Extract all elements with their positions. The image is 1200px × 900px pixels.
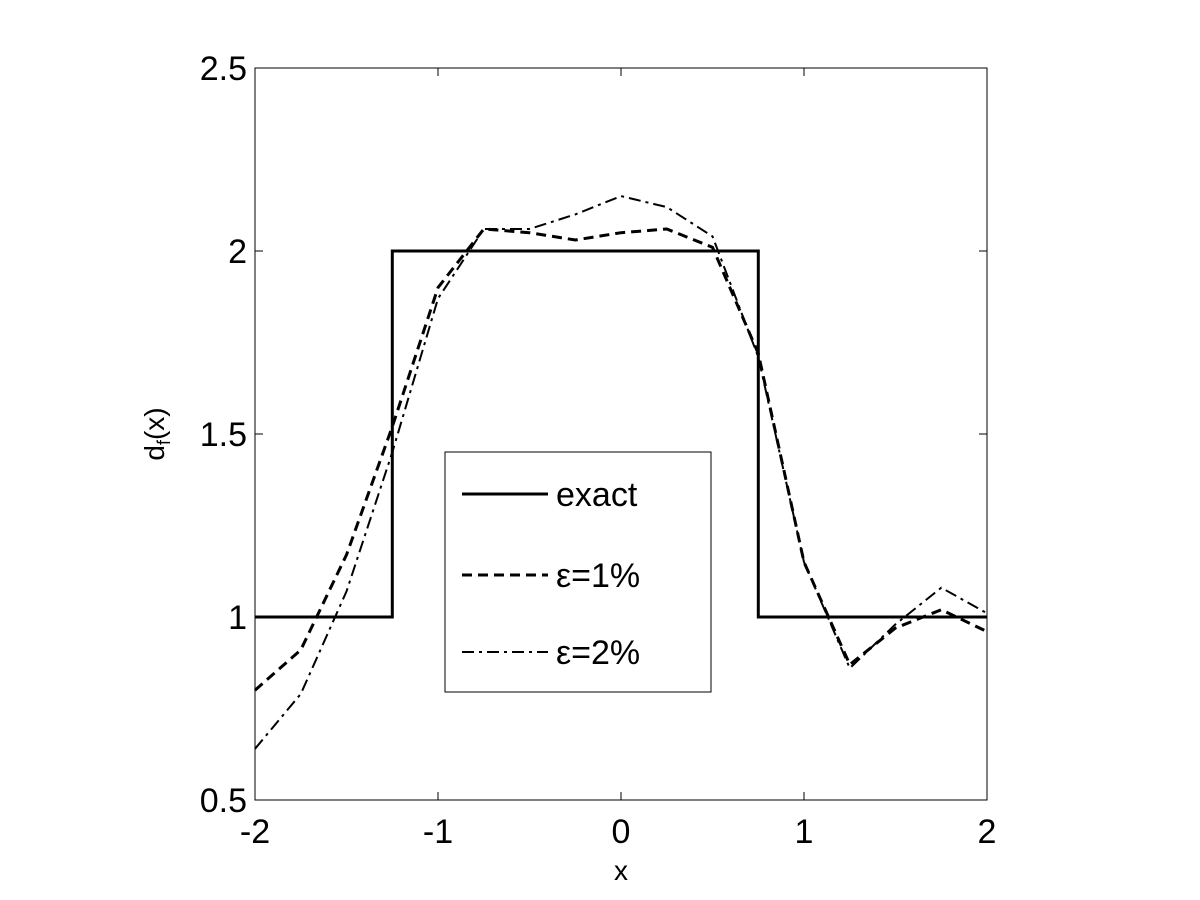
x-tick-labels: -2 -1 0 1 2 (240, 813, 997, 851)
x-tick-label-2: 0 (612, 813, 631, 851)
series-layer (254, 195, 988, 750)
legend-label-eps2: ε=2% (556, 634, 640, 672)
y-tick-label-2: 1.5 (200, 416, 247, 454)
legend: exact ε=1% ε=2% (444, 451, 712, 693)
y-axis-label-suffix: (x) (139, 407, 170, 440)
x-tick-label-1: -1 (423, 813, 453, 851)
y-tick-label-4: 2.5 (200, 50, 247, 88)
series-line-2 (254, 195, 988, 750)
y-axis-label-subscript: f (154, 439, 174, 445)
x-tick-label-0: -2 (240, 813, 270, 851)
y-tick-label-3: 2 (228, 233, 247, 271)
series-line-0 (255, 249, 987, 619)
ticks-layer (254, 67, 988, 801)
y-tick-label-0: 0.5 (200, 782, 247, 820)
x-tick-label-3: 1 (795, 813, 814, 851)
y-tick-labels: 0.5 1 1.5 2 2.5 (200, 50, 247, 820)
legend-label-eps1: ε=1% (556, 557, 640, 595)
legend-label-exact: exact (556, 476, 638, 514)
y-tick-label-1: 1 (228, 599, 247, 637)
x-axis-label: x (614, 855, 628, 886)
y-axis-label: df(x) (139, 407, 174, 460)
y-axis-label-main: d (139, 445, 170, 461)
x-tick-label-4: 2 (978, 813, 997, 851)
